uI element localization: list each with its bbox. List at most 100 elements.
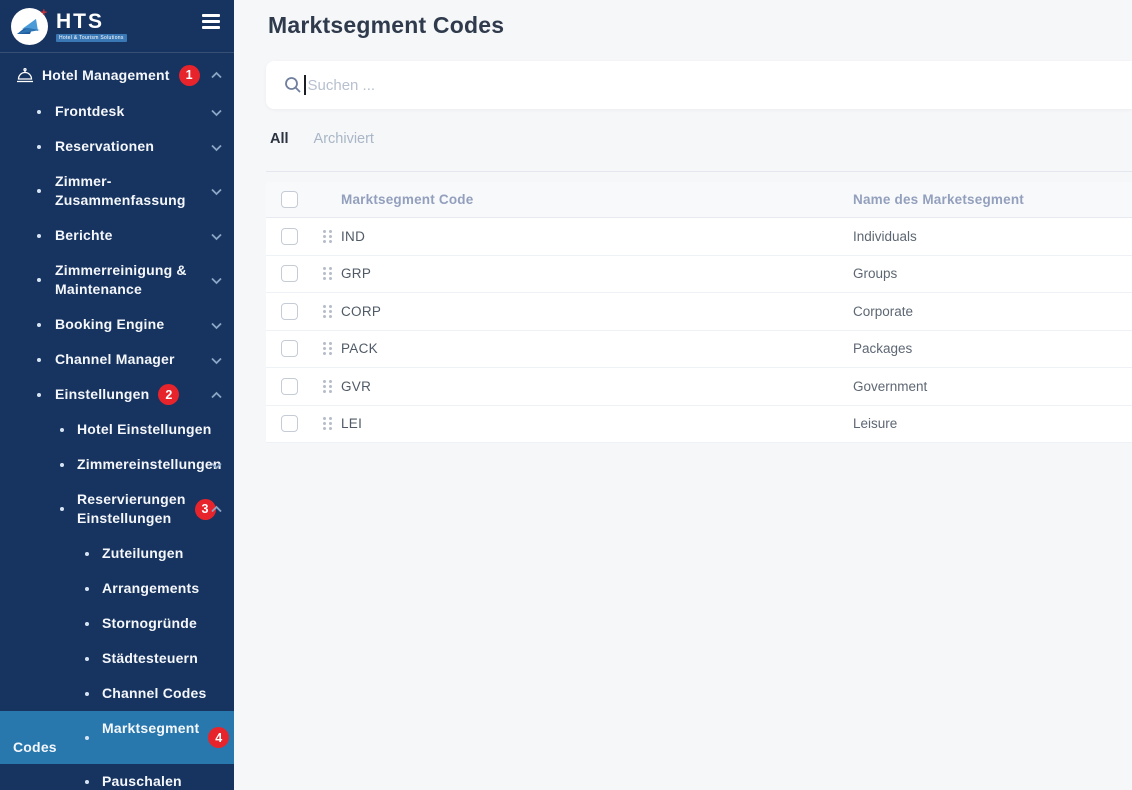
column-header-code: Marktsegment Code	[341, 192, 474, 207]
select-all-checkbox[interactable]	[281, 191, 298, 208]
chevron-down-icon[interactable]	[210, 230, 223, 243]
table-row[interactable]: GRP Groups	[266, 255, 1132, 293]
table-header-row: Marktsegment Code Name des Marketsegment	[266, 182, 1132, 218]
sidebar-header: + HTS Hotel & Tourism Solutions	[0, 0, 234, 53]
table-row[interactable]: LEI Leisure	[266, 405, 1132, 443]
sidebar-item-zuteilungen[interactable]: Zuteilungen	[0, 536, 234, 571]
sidebar-item-label: Hotel Einstellungen	[77, 421, 212, 437]
sidebar-item-reservationen[interactable]: Reservationen	[0, 129, 234, 164]
sidebar-item-einstellungen[interactable]: Einstellungen 2	[0, 377, 234, 412]
segment-code: CORP	[341, 303, 382, 319]
filter-tabs: All Archiviert	[270, 131, 374, 147]
segment-name: Groups	[853, 266, 898, 282]
sidebar-item-label: Zuteilungen	[102, 545, 184, 561]
text-cursor	[304, 75, 306, 95]
sidebar-item-zimmereinstellungen[interactable]: Zimmereinstellungen	[0, 447, 234, 482]
bullet-icon	[37, 322, 41, 327]
sidebar-item-zimmer-zusammenfassung[interactable]: Zimmer- Zusammenfassung	[0, 164, 234, 218]
notification-badge: 3	[194, 498, 216, 520]
sidebar-item-label: Codes	[13, 738, 57, 755]
sidebar-item-label: Städtesteuern	[102, 650, 198, 666]
bullet-icon	[37, 144, 41, 149]
drag-handle-icon[interactable]	[314, 266, 341, 281]
chevron-down-icon[interactable]	[210, 354, 223, 367]
row-checkbox[interactable]	[281, 302, 298, 320]
hamburger-menu-icon[interactable]	[202, 14, 222, 32]
sidebar-item-label: Einstellungen	[55, 386, 150, 402]
chevron-up-icon[interactable]	[210, 69, 223, 82]
sidebar-item-hotel-management[interactable]: Hotel Management 1	[0, 56, 234, 94]
sidebar-item-label: Zimmerreinigung &	[55, 262, 187, 278]
search-input[interactable]	[305, 61, 1132, 109]
row-checkbox[interactable]	[281, 340, 298, 358]
segment-code: PACK	[341, 341, 378, 357]
sidebar-item-hotel-einstellungen[interactable]: Hotel Einstellungen	[0, 412, 234, 447]
sidebar-item-channel-manager[interactable]: Channel Manager	[0, 342, 234, 377]
chevron-down-icon[interactable]	[210, 319, 223, 332]
bullet-icon	[85, 551, 89, 556]
sidebar-item-label: Zimmer-	[55, 173, 112, 189]
search-bar[interactable]	[266, 61, 1132, 109]
chevron-up-icon[interactable]	[210, 503, 223, 516]
sidebar-item-channel-codes[interactable]: Channel Codes	[0, 676, 234, 711]
sidebar-item-arrangements[interactable]: Arrangements	[0, 571, 234, 606]
chevron-up-icon[interactable]	[210, 389, 223, 402]
table-row[interactable]: PACK Packages	[266, 330, 1132, 368]
sidebar-item-marktsegment-codes[interactable]: Marktsegment Codes 4	[0, 711, 234, 764]
chevron-down-icon[interactable]	[210, 185, 223, 198]
drag-handle-icon[interactable]	[314, 379, 341, 394]
sidebar-item-label: Einstellungen	[77, 510, 172, 526]
app-logo[interactable]: + HTS Hotel & Tourism Solutions	[11, 8, 127, 45]
chevron-down-icon[interactable]	[210, 141, 223, 154]
bullet-icon	[60, 507, 64, 511]
sidebar-item-stornogruende[interactable]: Stornogründe	[0, 606, 234, 641]
bullet-icon	[85, 621, 89, 626]
bullet-icon	[85, 586, 89, 591]
row-checkbox[interactable]	[281, 227, 298, 245]
row-checkbox[interactable]	[281, 415, 298, 433]
segment-code: IND	[341, 228, 366, 244]
bullet-icon	[60, 462, 64, 467]
sidebar-item-label: Maintenance	[55, 281, 142, 297]
table-row[interactable]: CORP Corporate	[266, 293, 1132, 331]
drag-handle-icon[interactable]	[314, 416, 341, 431]
segment-code: LEI	[341, 416, 363, 432]
sidebar-item-pauschalen[interactable]: Pauschalen	[0, 764, 234, 790]
table-row[interactable]: GVR Government	[266, 368, 1132, 406]
swiss-cross-icon: +	[40, 7, 47, 19]
sidebar-item-label: Pauschalen	[102, 773, 182, 789]
sidebar-item-label: Marktsegment	[102, 719, 200, 736]
sidebar-item-staedtesteuern[interactable]: Städtesteuern	[0, 641, 234, 676]
marktsegment-table: Marktsegment Code Name des Marketsegment…	[266, 182, 1132, 443]
tab-all[interactable]: All	[270, 131, 289, 147]
logo-text: HTS	[56, 10, 104, 33]
row-checkbox[interactable]	[281, 377, 298, 395]
service-bell-icon	[15, 65, 35, 85]
segment-name: Corporate	[853, 303, 914, 319]
divider	[266, 171, 1132, 172]
bullet-icon	[37, 278, 41, 282]
row-checkbox[interactable]	[281, 265, 298, 283]
logo-icon: +	[11, 8, 48, 45]
page-title: Marktsegment Codes	[268, 12, 505, 38]
sidebar: + HTS Hotel & Tourism Solutions Hotel Ma…	[0, 0, 234, 790]
sidebar-item-frontdesk[interactable]: Frontdesk	[0, 94, 234, 129]
sidebar-item-reservierungen-einstellungen[interactable]: Reservierungen Einstellungen 3	[0, 482, 234, 536]
drag-handle-icon[interactable]	[314, 229, 341, 244]
sidebar-item-label: Booking Engine	[55, 316, 165, 332]
notification-badge: 4	[208, 727, 230, 748]
bullet-icon	[85, 691, 89, 696]
table-row[interactable]: IND Individuals	[266, 218, 1132, 256]
chevron-down-icon[interactable]	[210, 274, 223, 287]
drag-handle-icon[interactable]	[314, 304, 341, 319]
sidebar-item-berichte[interactable]: Berichte	[0, 218, 234, 253]
sidebar-item-label: Frontdesk	[55, 103, 125, 119]
tab-archiviert[interactable]: Archiviert	[313, 131, 374, 147]
sidebar-item-booking-engine[interactable]: Booking Engine	[0, 307, 234, 342]
bullet-icon	[85, 779, 89, 784]
chevron-down-icon[interactable]	[210, 106, 223, 119]
notification-badge: 2	[158, 384, 180, 405]
drag-handle-icon[interactable]	[314, 341, 341, 356]
sidebar-item-zimmerreinigung-maintenance[interactable]: Zimmerreinigung & Maintenance	[0, 253, 234, 307]
chevron-down-icon[interactable]	[210, 459, 223, 472]
